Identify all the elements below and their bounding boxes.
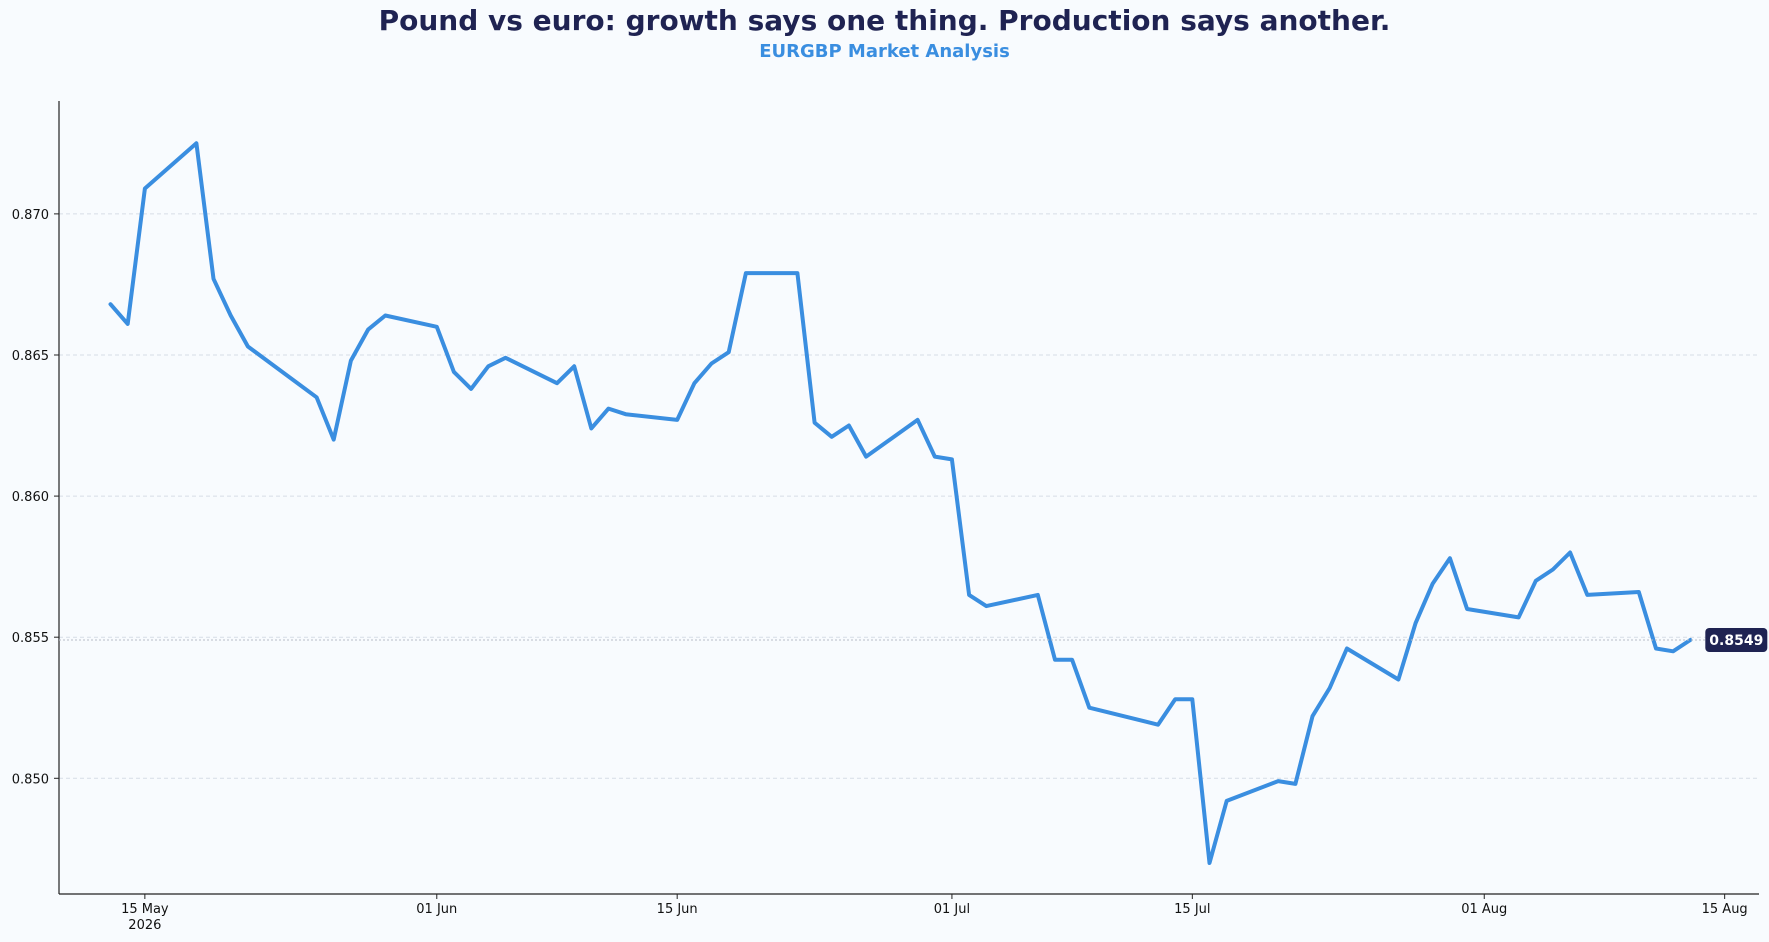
- last-value-badge-bg: [1705, 628, 1768, 653]
- y-tick-label: 0.860: [12, 490, 49, 505]
- y-tick-label: 0.850: [12, 772, 49, 787]
- y-tick-label: 0.865: [12, 349, 49, 364]
- last-value-badge: 0.8549: [59, 628, 1768, 653]
- gridlines: [59, 213, 1759, 779]
- x-tick-label: 01 Jun: [416, 902, 457, 917]
- x-tick-label: 01 Jul: [934, 902, 970, 917]
- x-tick-label: 15 Jun: [657, 902, 698, 917]
- chart-title: Pound vs euro: growth says one thing. Pr…: [378, 4, 1391, 37]
- x-tick-label: 01 Aug: [1461, 902, 1507, 917]
- chart-subtitle: EURGBP Market Analysis: [759, 41, 1010, 62]
- axes: [58, 101, 1759, 895]
- x-tick-label: 15 May: [121, 902, 169, 917]
- x-tick-sublabel: 2026: [128, 918, 161, 933]
- y-tick-label: 0.870: [12, 208, 49, 223]
- y-tick-label: 0.855: [12, 631, 49, 646]
- series-layer: [108, 141, 1693, 865]
- last-value-badge-text: 0.8549: [1709, 633, 1763, 649]
- series-line-0: [108, 141, 1693, 865]
- x-tick-label: 15 Jul: [1174, 902, 1210, 917]
- y-axis-ticks: 0.850 0.855 0.860 0.865 0.870: [12, 208, 59, 787]
- x-tick-label: 15 Aug: [1702, 902, 1748, 917]
